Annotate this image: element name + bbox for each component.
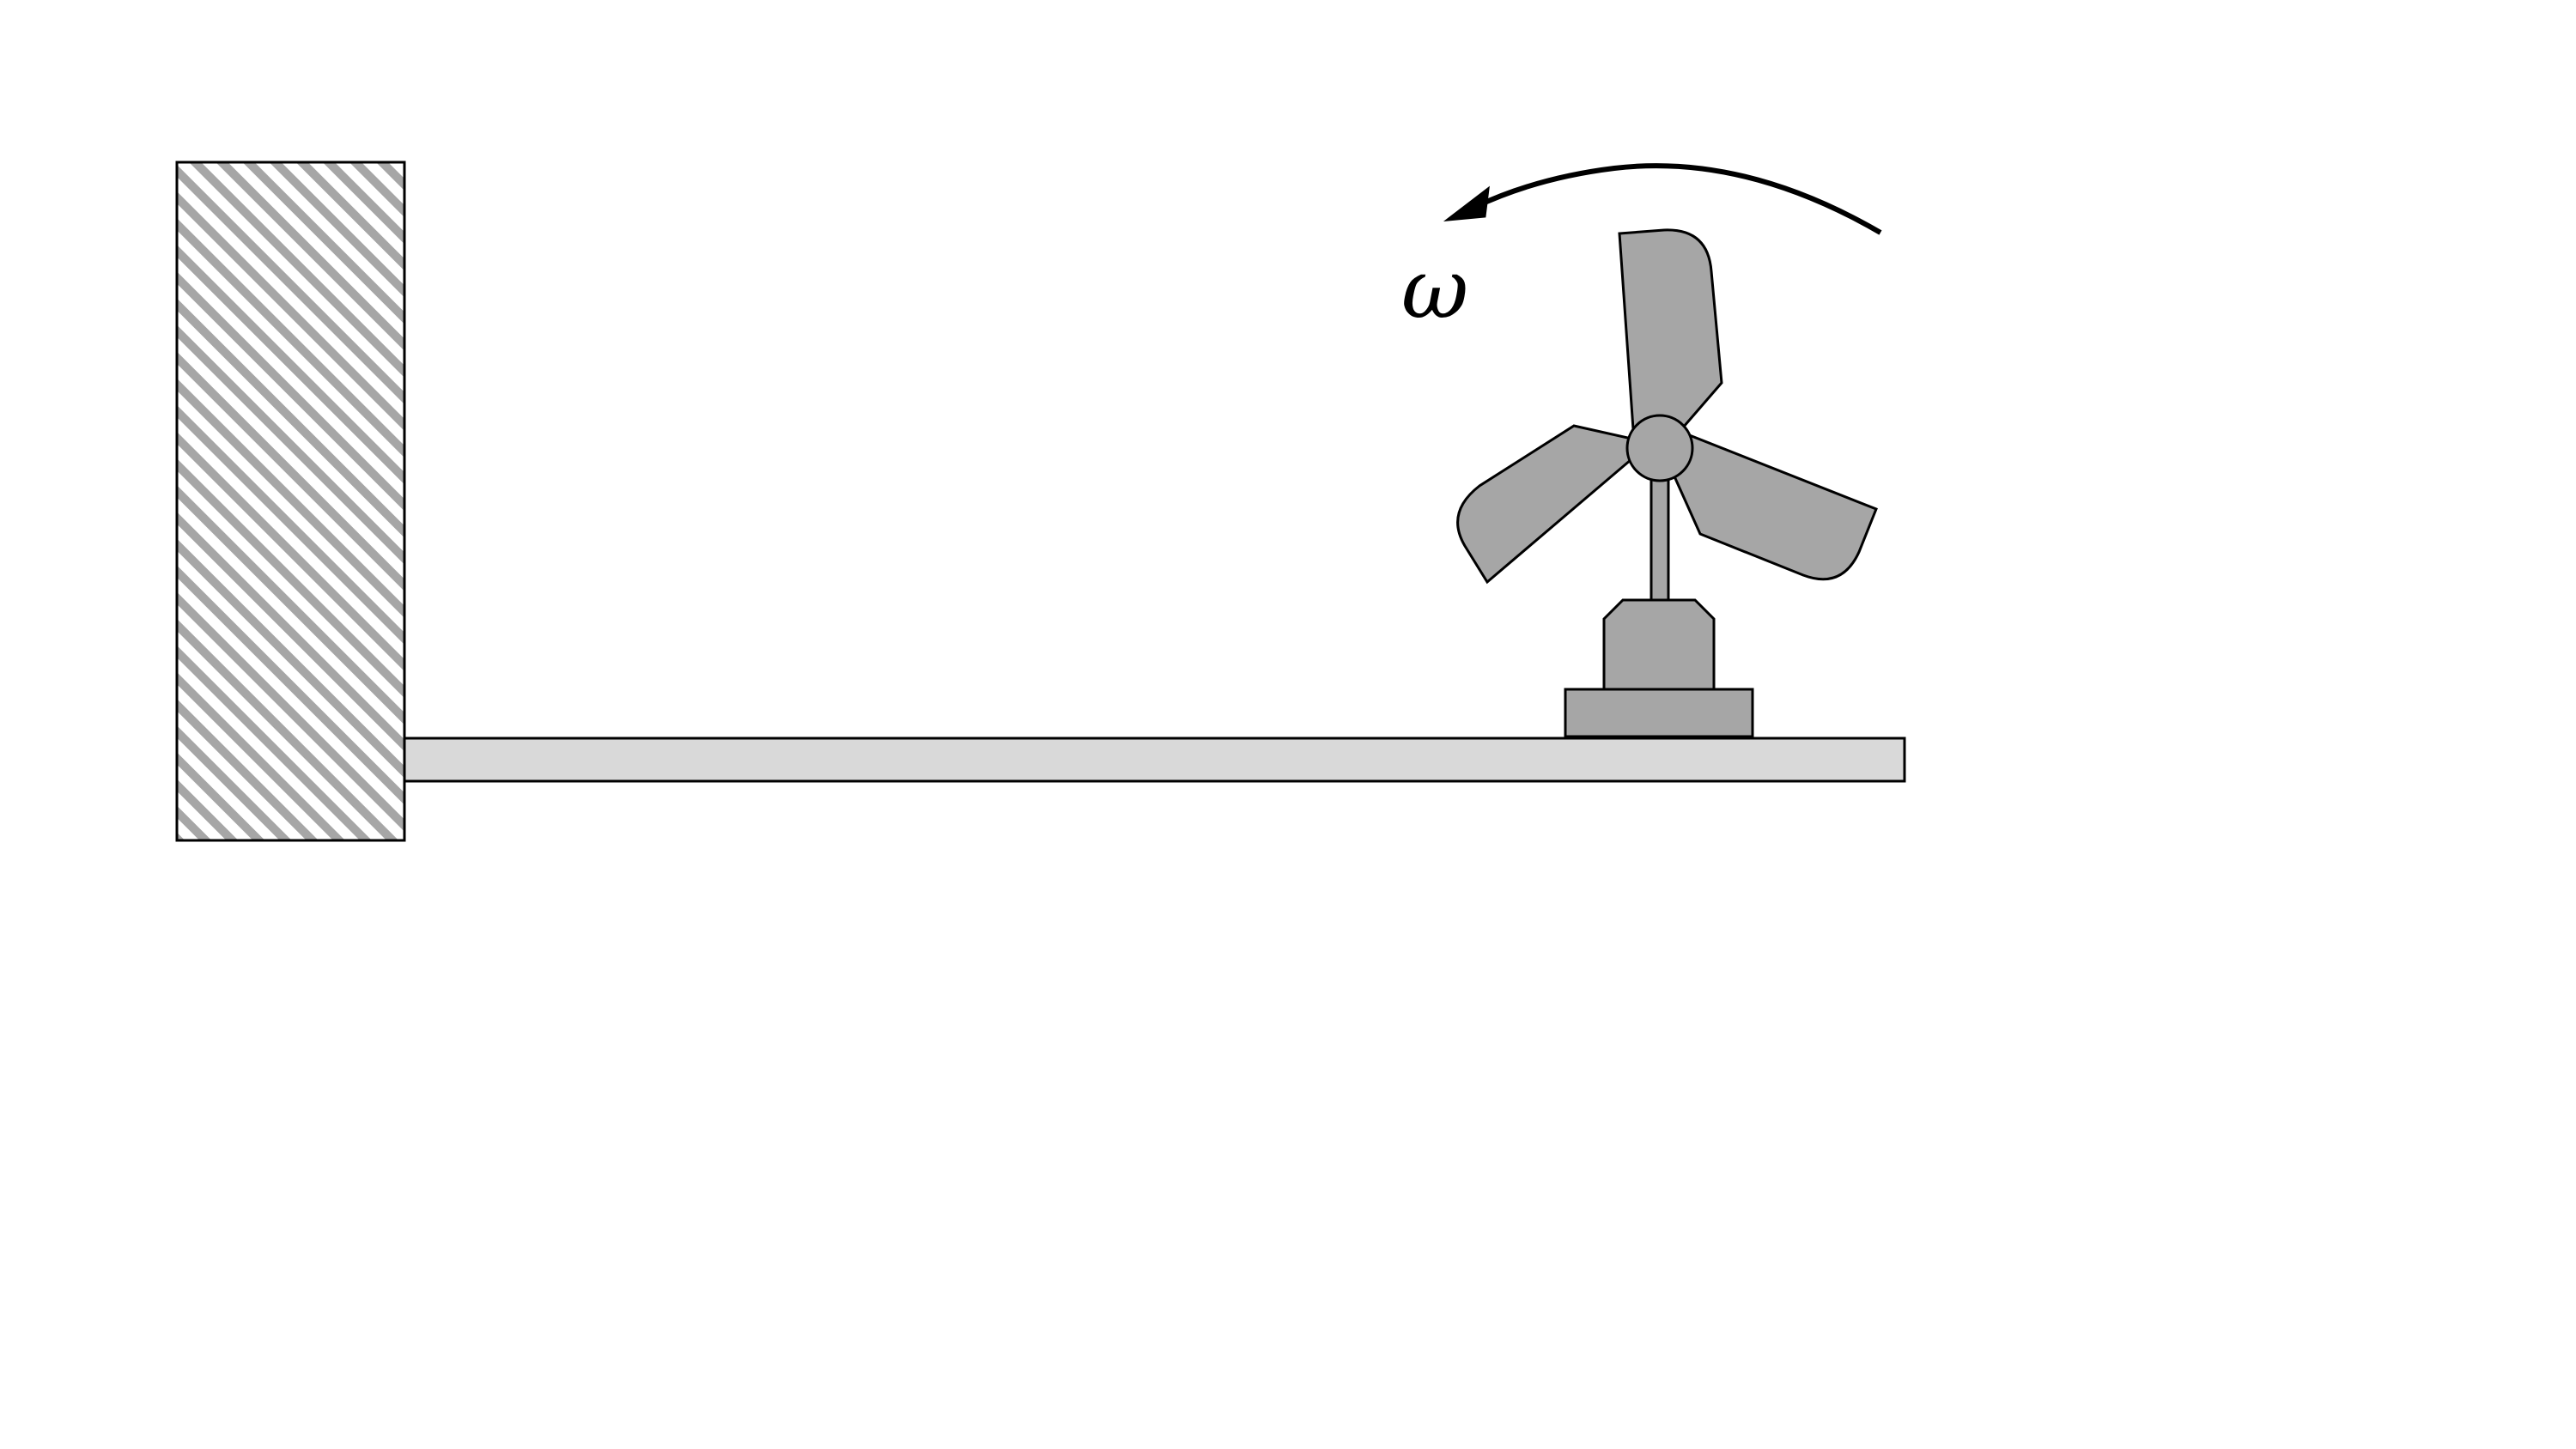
rotation-arrowhead bbox=[1443, 185, 1490, 221]
fan-icon bbox=[1456, 228, 1878, 738]
fan-blade-upper bbox=[1618, 228, 1723, 431]
fan-shaft bbox=[1649, 475, 1670, 602]
curved-arrow-icon bbox=[1443, 163, 1882, 235]
angular-velocity-label: ω bbox=[1401, 241, 1468, 337]
cantilever-beam bbox=[403, 737, 1906, 783]
fan-base-plate bbox=[1564, 688, 1754, 738]
rotation-arc bbox=[1473, 163, 1882, 235]
fixed-wall bbox=[175, 161, 406, 842]
fan-blade-left bbox=[1456, 424, 1651, 585]
fan-blade-right bbox=[1673, 433, 1878, 581]
fan-hub bbox=[1625, 414, 1694, 482]
fan-motor-housing bbox=[1602, 598, 1716, 691]
